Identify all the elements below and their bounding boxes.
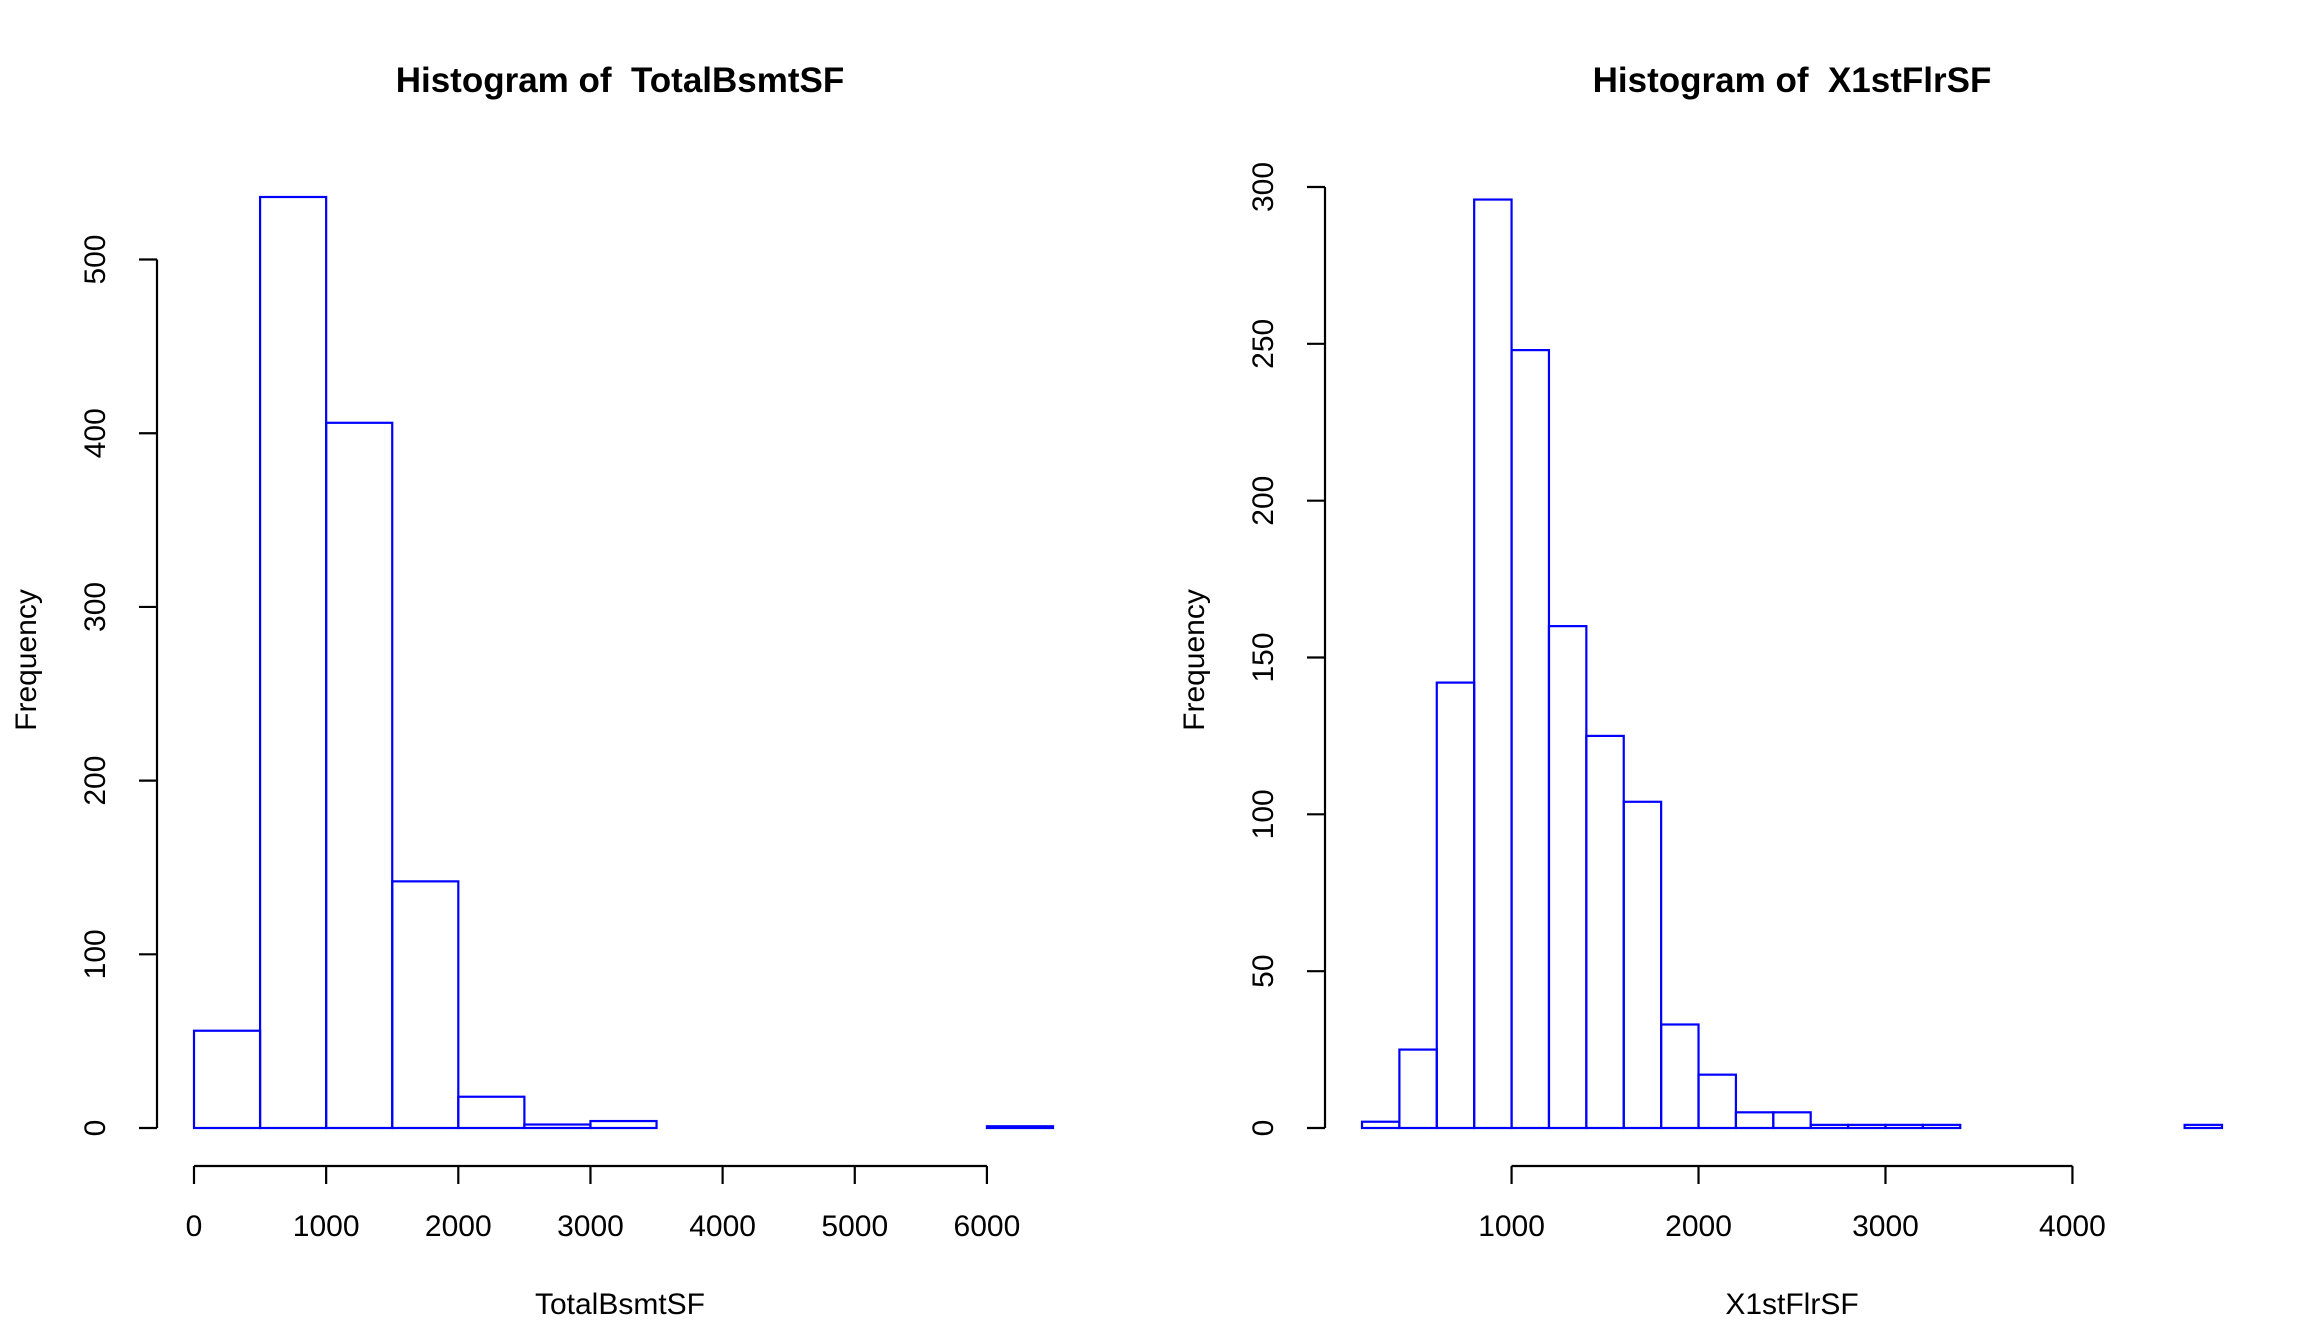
histogram-bar [1734,1111,1775,1130]
histogram-bar [2183,1123,2224,1130]
histogram-panel-totalbsmtsf: Histogram of TotalBsmtSF TotalBsmtSF Fre… [10,61,1055,1321]
histogram-bar [325,421,394,1130]
x-tick-label: 3000 [1852,1210,1919,1243]
y-tick-label: 500 [79,234,112,284]
bars [1360,198,2224,1130]
y-tick-label: 50 [1247,954,1280,987]
histogram-bar [1360,1120,1401,1130]
x-tick-label: 2000 [425,1210,492,1243]
y-tick-label: 400 [79,408,112,458]
x-tick-label: 1000 [1478,1210,1545,1243]
histogram-panel-x1stflrsf: Histogram of X1stFlrSF X1stFlrSF Frequen… [1178,61,2224,1321]
x-axis: 1000 2000 3000 4000 [1478,1164,2106,1243]
histogram-bar [1846,1123,1887,1130]
y-tick-label: 100 [79,929,112,979]
y-axis: 0 50 100 150 200 250 300 [1247,162,1327,1137]
histogram-bar [1921,1123,1962,1130]
y-tick-label: 0 [1247,1120,1280,1137]
chart-title: Histogram of TotalBsmtSF [396,61,845,100]
histogram-bar [1697,1073,1738,1130]
x-tick-label: 1000 [293,1210,360,1243]
histogram-bar [589,1119,658,1130]
x-tick-label: 4000 [2039,1210,2106,1243]
y-tick-label: 200 [1247,476,1280,526]
histogram-bar [523,1123,592,1130]
y-tick-label: 250 [1247,319,1280,369]
y-axis-label: Frequency [10,589,43,731]
y-tick-label: 150 [1247,632,1280,682]
histogram-bar [1660,1023,1700,1130]
x-tick-label: 3000 [557,1210,624,1243]
histogram-bar [1772,1111,1812,1130]
histogram-bar [192,1029,262,1130]
x-axis: 0 1000 2000 3000 4000 5000 6000 [186,1164,1021,1243]
x-tick-label: 6000 [954,1210,1021,1243]
histogram-bar [457,1095,526,1130]
y-tick-label: 0 [79,1120,112,1137]
y-tick-label: 300 [79,582,112,632]
histogram-bar [1510,349,1551,1130]
x-tick-label: 2000 [1665,1210,1732,1243]
histogram-bar [1809,1123,1850,1130]
y-axis-label: Frequency [1178,589,1211,731]
x-axis-label: TotalBsmtSF [535,1288,705,1321]
bars [192,195,1055,1130]
y-tick-label: 300 [1247,162,1280,212]
x-tick-label: 4000 [689,1210,756,1243]
x-axis-label: X1stFlrSF [1725,1288,1858,1321]
histogram-bar [1622,800,1663,1130]
chart-title: Histogram of X1stFlrSF [1593,61,1992,100]
histogram-bar [1473,198,1513,1130]
x-tick-label: 5000 [821,1210,888,1243]
histogram-bar [258,195,328,1130]
histogram-bar [1585,734,1625,1130]
histogram-bar [985,1125,1055,1130]
histogram-bar [1398,1048,1438,1130]
histogram-bar [1547,625,1588,1130]
y-axis: 0 100 200 300 400 500 [79,234,159,1137]
histogram-bar [391,880,460,1130]
histogram-bar [1435,681,1476,1130]
x-tick-label: 0 [186,1210,203,1243]
y-tick-label: 200 [79,756,112,806]
histogram-bar [1884,1123,1924,1130]
y-tick-label: 100 [1247,789,1280,839]
